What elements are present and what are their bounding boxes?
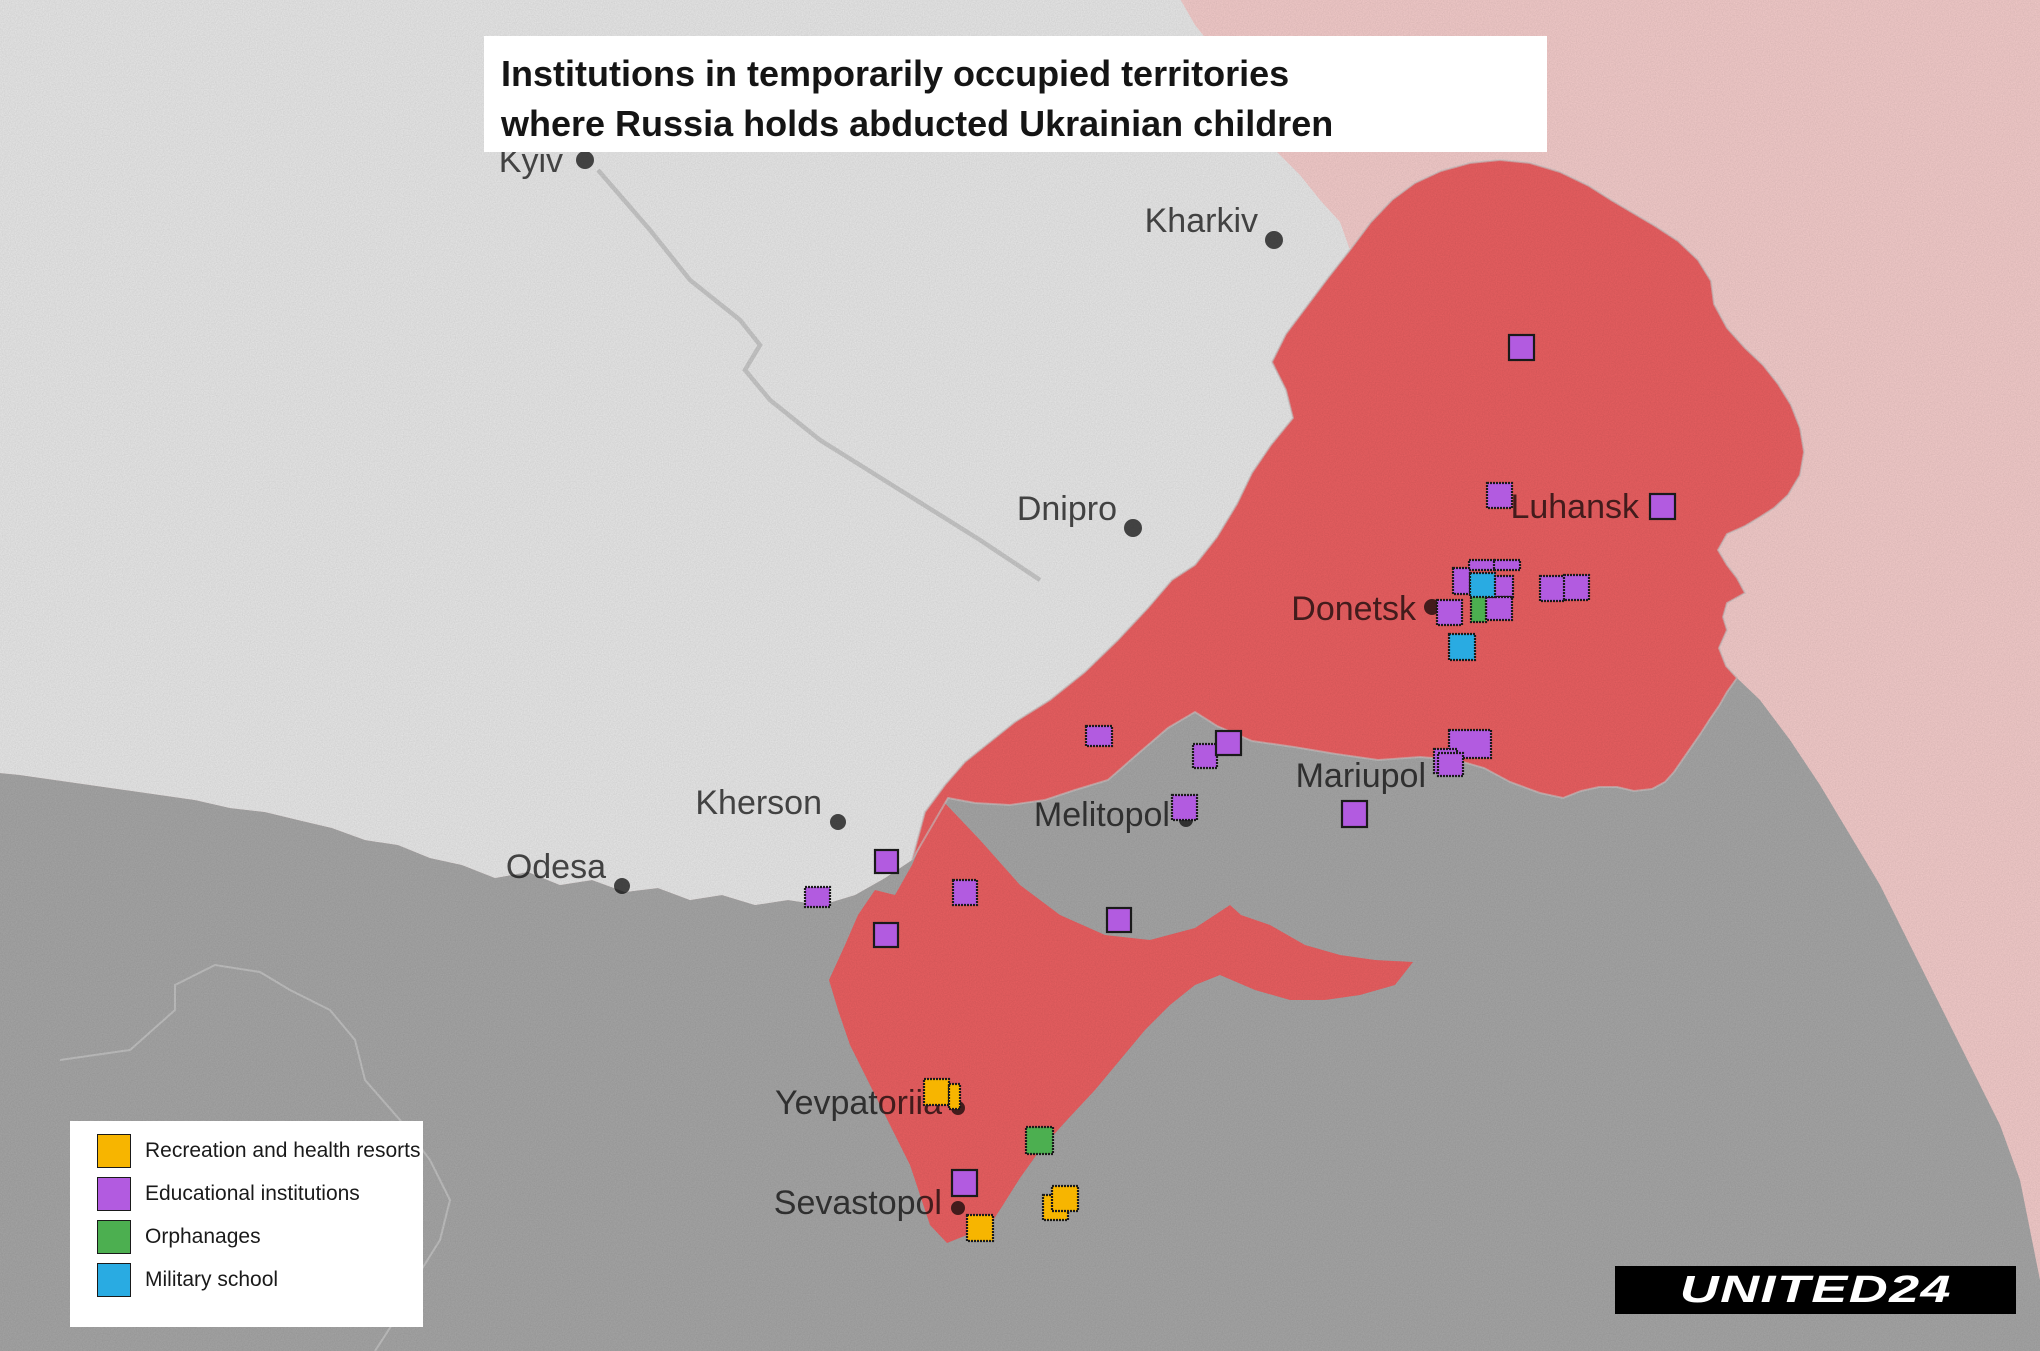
svg-text:Sevastopol: Sevastopol (774, 1184, 942, 1222)
svg-text:Yevpatoriia: Yevpatoriia (775, 1084, 942, 1122)
svg-text:Kherson: Kherson (695, 784, 822, 822)
svg-text:Kharkiv: Kharkiv (1145, 202, 1258, 240)
svg-text:Donetsk: Donetsk (1291, 590, 1417, 628)
svg-text:Luhansk: Luhansk (1510, 488, 1640, 526)
svg-text:Dnipro: Dnipro (1017, 490, 1117, 528)
svg-text:Odesa: Odesa (506, 848, 606, 886)
svg-text:Melitopol: Melitopol (1034, 796, 1170, 834)
svg-text:Mariupol: Mariupol (1296, 757, 1426, 795)
